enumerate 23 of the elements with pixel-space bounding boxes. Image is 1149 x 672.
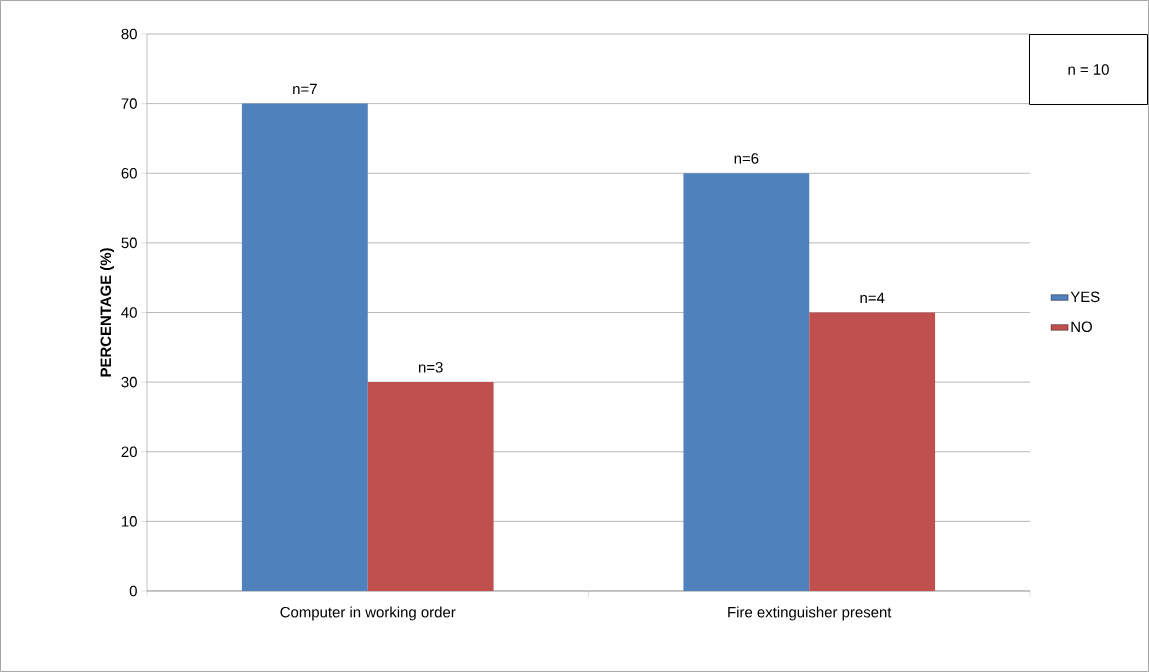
text: n = 10 — [1068, 64, 1109, 75]
y-tick-label: 40 — [121, 307, 137, 318]
x-tick-label: Computer in working order — [280, 606, 456, 621]
annotation: n=3 — [418, 362, 443, 373]
y-tick-label: 20 — [121, 446, 137, 458]
y-tick-label: 70 — [121, 98, 137, 109]
y-tick-label: 80 — [121, 28, 137, 40]
bar — [809, 312, 936, 591]
bar — [683, 173, 810, 591]
annotation: n=6 — [734, 153, 759, 164]
y-tick-label: 0 — [129, 585, 137, 597]
y-tick-label: 10 — [122, 516, 137, 527]
legend-label: YES — [1070, 291, 1100, 303]
bar — [367, 382, 494, 591]
legend-label: NO — [1071, 321, 1092, 333]
bar — [241, 103, 368, 591]
x-tick-label: Fire extinguisher present — [728, 606, 892, 621]
y-tick-label: 60 — [121, 167, 137, 179]
y-tick-label: 30 — [121, 376, 137, 388]
annotation: n=4 — [860, 292, 885, 303]
annotation: n=7 — [293, 83, 317, 95]
y-axis-title: PERCENTAGE (%) — [100, 248, 115, 377]
y-tick-label: 50 — [121, 237, 137, 249]
